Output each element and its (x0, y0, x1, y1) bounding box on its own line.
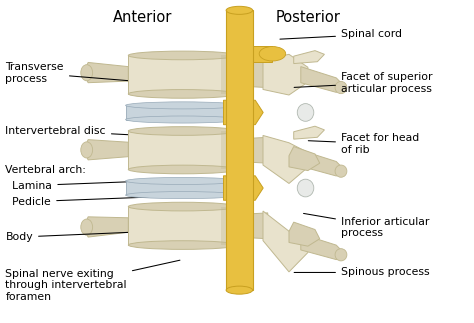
Ellipse shape (128, 165, 237, 174)
Text: Anterior: Anterior (113, 10, 172, 25)
Polygon shape (289, 222, 319, 246)
Polygon shape (263, 211, 308, 272)
Text: Spinous process: Spinous process (294, 267, 429, 277)
Ellipse shape (126, 192, 240, 199)
Ellipse shape (297, 179, 314, 197)
Text: Inferior articular
process: Inferior articular process (303, 214, 429, 238)
Text: Posterior: Posterior (275, 10, 340, 25)
Polygon shape (226, 10, 253, 290)
Ellipse shape (128, 89, 237, 98)
Polygon shape (235, 62, 268, 88)
Ellipse shape (226, 6, 253, 14)
Text: Facet of superior
articular process: Facet of superior articular process (294, 72, 432, 93)
Ellipse shape (126, 177, 240, 184)
Ellipse shape (335, 249, 347, 261)
Polygon shape (221, 207, 237, 245)
Ellipse shape (226, 286, 253, 294)
Polygon shape (226, 46, 273, 62)
Ellipse shape (128, 127, 237, 135)
Polygon shape (126, 105, 240, 120)
Polygon shape (301, 150, 346, 176)
Text: Spinal cord: Spinal cord (280, 29, 402, 39)
Ellipse shape (81, 65, 92, 81)
Ellipse shape (126, 116, 240, 123)
Ellipse shape (128, 241, 237, 249)
Text: Spinal nerve exiting
through intervertebral
foramen: Spinal nerve exiting through interverteb… (5, 260, 180, 302)
Polygon shape (223, 176, 263, 200)
Text: Vertebral arch:: Vertebral arch: (5, 164, 86, 174)
Polygon shape (301, 67, 346, 92)
Polygon shape (221, 131, 237, 170)
Text: Body: Body (5, 231, 166, 242)
Polygon shape (263, 135, 308, 183)
Polygon shape (223, 100, 263, 125)
Polygon shape (221, 56, 237, 94)
Polygon shape (289, 147, 319, 171)
Ellipse shape (81, 142, 92, 158)
Ellipse shape (128, 51, 237, 60)
Text: Intervertebral disc: Intervertebral disc (5, 126, 177, 137)
Polygon shape (83, 217, 128, 237)
Polygon shape (235, 137, 268, 163)
Polygon shape (294, 126, 324, 139)
Polygon shape (263, 54, 308, 95)
Polygon shape (294, 51, 324, 64)
Ellipse shape (297, 104, 314, 121)
Polygon shape (301, 234, 346, 260)
Text: Lamina: Lamina (5, 179, 194, 191)
Ellipse shape (335, 81, 347, 94)
Text: Transverse
process: Transverse process (5, 62, 171, 84)
Ellipse shape (128, 202, 237, 211)
Text: Facet for head
of rib: Facet for head of rib (308, 133, 419, 155)
Text: Pedicle: Pedicle (5, 195, 194, 207)
Polygon shape (128, 131, 237, 170)
Ellipse shape (81, 219, 92, 235)
Polygon shape (128, 207, 237, 245)
Ellipse shape (126, 102, 240, 109)
Polygon shape (235, 213, 268, 239)
Polygon shape (83, 62, 128, 83)
Polygon shape (128, 56, 237, 94)
Ellipse shape (259, 47, 286, 61)
Ellipse shape (335, 165, 347, 177)
Polygon shape (126, 181, 240, 195)
Polygon shape (83, 140, 128, 160)
